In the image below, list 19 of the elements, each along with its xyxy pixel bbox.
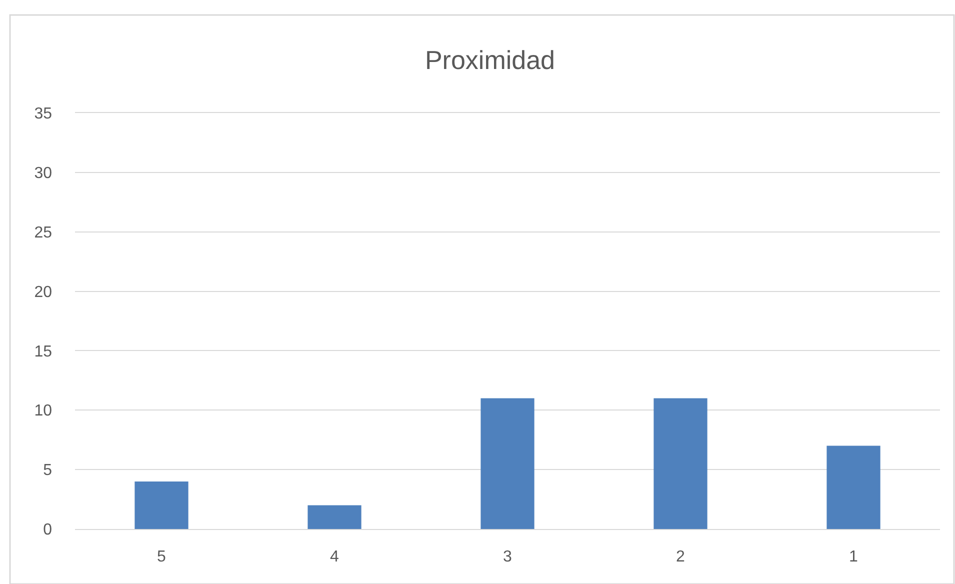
y-tick-label: 0 [43,522,52,539]
chart-title: Proximidad [424,45,556,76]
x-tick-label: 3 [503,548,512,566]
x-tick-label: 1 [849,548,858,566]
y-tick-label: 20 [34,284,52,301]
y-tick-label: 30 [34,165,52,182]
y-tick-label: 35 [34,106,52,123]
x-tick-label: 5 [157,548,166,566]
y-tick-label: 15 [34,343,52,360]
y-tick-label: 10 [34,402,52,420]
bar [826,446,880,529]
x-tick-label: 4 [330,548,340,566]
y-tick-label: 5 [43,462,52,480]
y-tick-label: 25 [34,224,52,242]
bar [134,481,188,529]
x-tick-label: 2 [676,548,686,566]
bar [308,505,362,529]
bar [654,398,708,529]
bar [480,398,534,529]
